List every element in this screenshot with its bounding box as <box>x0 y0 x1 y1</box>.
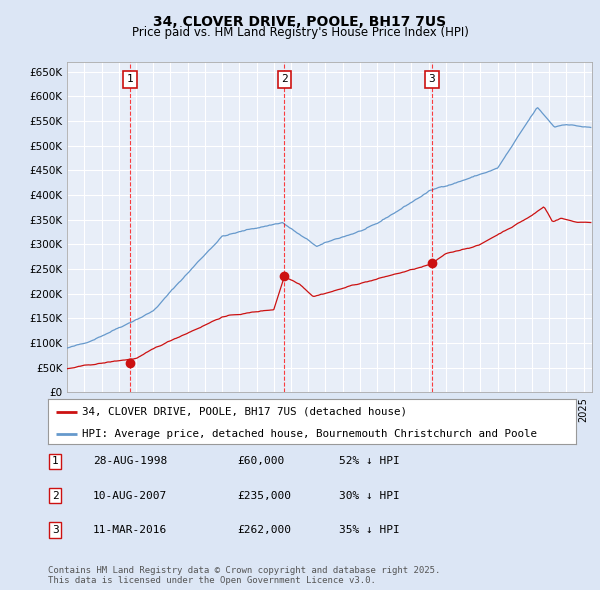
Text: 2: 2 <box>52 491 59 500</box>
Text: 1: 1 <box>127 74 134 84</box>
Text: 3: 3 <box>428 74 436 84</box>
Text: £60,000: £60,000 <box>237 457 284 466</box>
Text: 2: 2 <box>281 74 287 84</box>
Text: 34, CLOVER DRIVE, POOLE, BH17 7US (detached house): 34, CLOVER DRIVE, POOLE, BH17 7US (detac… <box>82 407 407 417</box>
Text: 3: 3 <box>52 525 59 535</box>
Text: 30% ↓ HPI: 30% ↓ HPI <box>339 491 400 500</box>
Text: Contains HM Land Registry data © Crown copyright and database right 2025.
This d: Contains HM Land Registry data © Crown c… <box>48 566 440 585</box>
Text: 11-MAR-2016: 11-MAR-2016 <box>93 525 167 535</box>
Text: £262,000: £262,000 <box>237 525 291 535</box>
Text: 1: 1 <box>52 457 59 466</box>
Text: 34, CLOVER DRIVE, POOLE, BH17 7US: 34, CLOVER DRIVE, POOLE, BH17 7US <box>154 15 446 29</box>
Text: 52% ↓ HPI: 52% ↓ HPI <box>339 457 400 466</box>
Text: 35% ↓ HPI: 35% ↓ HPI <box>339 525 400 535</box>
Text: 10-AUG-2007: 10-AUG-2007 <box>93 491 167 500</box>
Text: Price paid vs. HM Land Registry's House Price Index (HPI): Price paid vs. HM Land Registry's House … <box>131 26 469 39</box>
Text: £235,000: £235,000 <box>237 491 291 500</box>
Text: 28-AUG-1998: 28-AUG-1998 <box>93 457 167 466</box>
Text: HPI: Average price, detached house, Bournemouth Christchurch and Poole: HPI: Average price, detached house, Bour… <box>82 429 538 439</box>
